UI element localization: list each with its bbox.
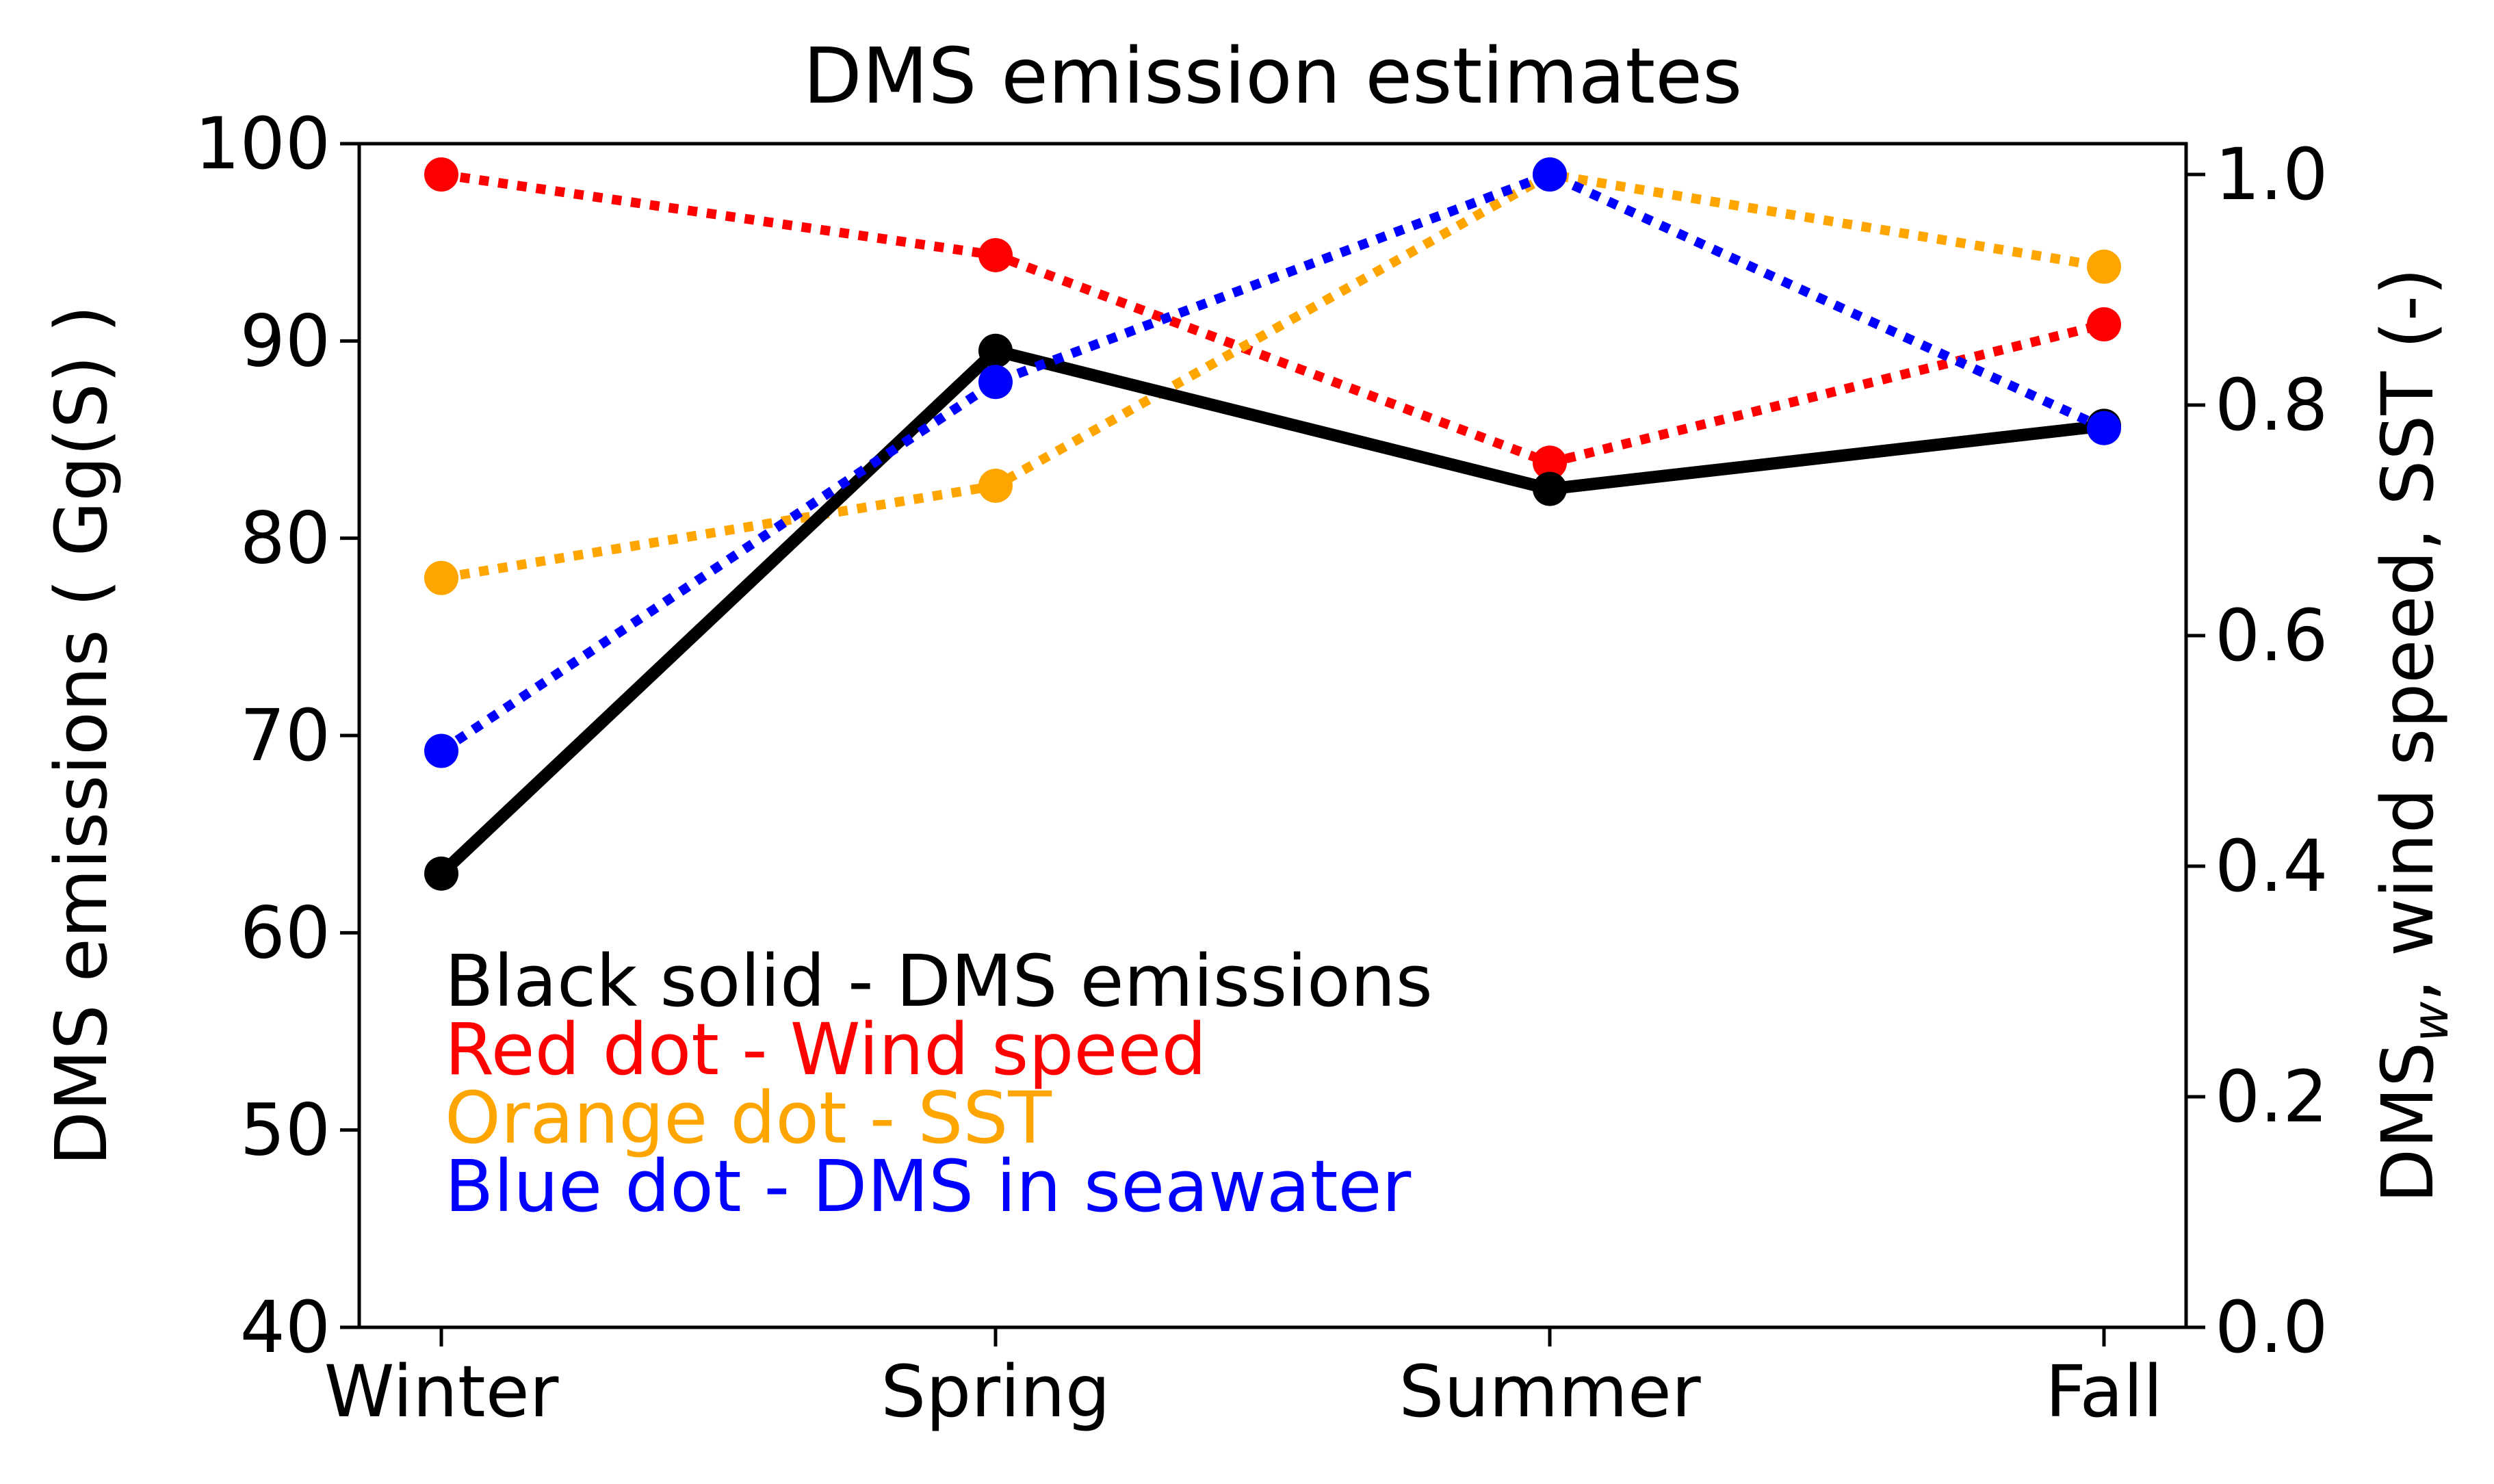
chart-title: DMS emission estimates [803,32,1743,121]
data-point-sst [424,560,458,595]
left-tick-label: 50 [240,1089,330,1172]
data-point-dms-emissions [424,856,458,891]
x-tick-label: Summer [1399,1350,1701,1433]
legend-entry: Black solid - DMS emissions [445,939,1433,1023]
right-tick-label: 1.0 [2215,133,2328,216]
series-layer [424,157,2121,891]
right-axis-label: DMSw, wind speed, SST (-) [2366,268,2459,1203]
data-point-dms-in-seawater [424,733,458,768]
legend-entry: Blue dot - DMS in seawater [445,1145,1411,1228]
x-tick-label: Spring [881,1350,1110,1433]
data-point-dms-in-seawater [2087,411,2121,445]
legend-entry: Red dot - Wind speed [445,1008,1206,1091]
data-point-wind-speed [1533,445,1567,480]
left-axis-ticks: 40 50 60 70 80 90 100 [194,102,359,1369]
right-tick-label: 0.8 [2215,363,2328,447]
series-line-wind-speed [440,170,2105,468]
data-point-dms-emissions [1533,471,1567,506]
right-tick-label: 0.0 [2215,1286,2328,1369]
series-line-sst [440,170,2105,583]
left-tick-label: 40 [240,1286,330,1369]
right-axis-label-suffix: , wind speed, SST (-) [2366,268,2450,1002]
left-tick-label: 60 [240,891,330,974]
right-axis-ticks: 0.0 0.2 0.4 0.6 0.8 1.0 [2186,133,2328,1369]
data-point-dms-in-seawater [978,365,1013,400]
data-point-wind-speed [978,237,1013,272]
data-point-wind-speed [424,157,458,192]
right-axis-label-prefix: DMS [2366,1042,2450,1203]
series-line-dms-in-seawater [439,170,2106,755]
right-tick-label: 0.4 [2215,824,2328,908]
right-axis-label-subscript: w [2402,1002,2459,1042]
left-tick-label: 70 [240,694,330,777]
data-point-wind-speed [2087,307,2121,342]
data-point-dms-emissions [978,333,1013,368]
data-point-sst [978,468,1013,503]
left-axis-label: DMS emissions ( Gg(S) ) [40,305,123,1166]
right-tick-label: 0.2 [2215,1055,2328,1138]
data-point-sst [2087,249,2121,284]
series-line-dms-emissions [437,344,2105,878]
left-tick-label: 80 [240,497,330,580]
legend-entry: Orange dot - SST [445,1076,1052,1160]
x-tick-label: Winter [324,1350,559,1433]
left-tick-label: 100 [194,102,330,185]
left-tick-label: 90 [240,299,330,382]
x-tick-label: Fall [2045,1350,2163,1433]
right-tick-label: 0.6 [2215,594,2328,677]
x-axis-ticks: Winter Spring Summer Fall [324,1327,2163,1433]
data-point-dms-in-seawater [1533,157,1567,192]
